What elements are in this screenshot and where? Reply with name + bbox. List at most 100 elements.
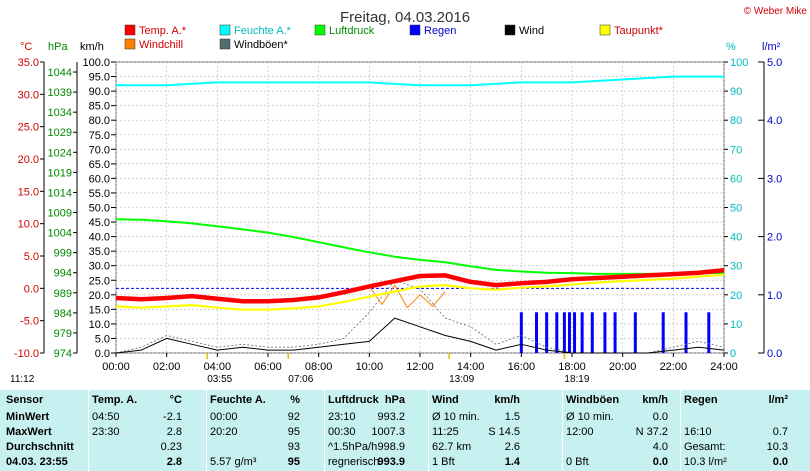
legend-label: Wind [519,25,544,37]
table-cell: 10.3 l/m² [684,456,727,468]
table-header: Feuchte A. [210,394,266,406]
temp-tick: 5.0 [24,251,39,263]
temp-tick: 10.0 [18,219,39,231]
wind-tick: 75.0 [89,130,110,142]
table-cell: 0.23 [160,441,182,453]
pressure-tick: 989 [54,288,72,300]
table-header: Windböen [566,394,620,406]
rain-bar [661,312,665,353]
legend-swatch [219,24,231,36]
pressure-tick: 1034 [48,107,72,119]
table-cell: 23:30 [92,426,120,438]
table-cell: 20:20 [210,426,238,438]
x-tick: 04:00 [204,361,232,373]
wind-tick: 15.0 [89,304,110,316]
table-cell: 1007.3 [371,426,405,438]
table-cell: 93 [287,441,300,453]
humidity-tick: 100 [730,57,748,69]
series-wind [115,317,725,354]
time-marker-label: 18:19 [564,374,589,385]
temp-tick: 35.0 [18,57,39,69]
x-tick: 08:00 [305,361,333,373]
pressure-tick: 1009 [48,208,72,220]
time-marker-label: 11:12 [10,374,35,385]
time-markers: 11:12 03:55 07:06 13:09 18:19 [10,353,590,385]
humidity-tick: 90 [730,86,742,98]
rain-tick: 1.0 [767,290,782,302]
x-tick: 02:00 [153,361,181,373]
table-cell: 95 [287,426,300,438]
legend-label: Luftdruck [329,25,375,37]
wind-tick: 45.0 [89,217,110,229]
table-header: Temp. A. [92,394,138,406]
pressure-tick: 974 [54,348,72,360]
rain-bar [535,312,539,353]
table-column-separator [562,390,563,471]
series-temp-a [115,267,725,304]
x-tick: 24:00 [710,361,738,373]
wind-tick: 90.0 [89,86,110,98]
legend-swatch [409,24,421,36]
table-cell: 993.9 [377,456,405,468]
wind-tick: 100.0 [82,57,110,69]
table-cell: 4.0 [652,441,668,453]
x-tick: 00:00 [102,361,130,373]
rain-bar [603,312,607,353]
legend-label: Regen [424,25,456,37]
x-tick: 12:00 [406,361,434,373]
rain-tick: 0.0 [767,348,782,360]
rain-bar [562,312,566,353]
table-header: °C [169,394,182,406]
wind-tick: 80.0 [89,115,110,127]
humidity-tick: 0 [730,348,736,360]
legend-label: Feuchte A.* [234,25,292,37]
rain-bar [684,312,688,353]
table-cell: ^1.5hPa/h [328,441,378,453]
series-luftdruck [115,218,725,275]
temp-tick: 15.0 [18,186,39,198]
pressure-tick: 994 [54,268,72,280]
humidity-tick: 30 [730,261,742,273]
x-tick: 16:00 [508,361,536,373]
table-cell: 2.6 [504,441,520,453]
rain-bar [567,312,571,353]
x-tick: 10:00 [356,361,384,373]
pressure-tick: 1019 [48,167,72,179]
table-cell: 62.7 km [432,441,472,453]
table-cell: 00:00 [210,411,238,423]
rain-bar [590,312,594,353]
wind-tick: 95.0 [89,72,110,84]
table-cell: 10.3 [766,441,788,453]
legend-swatch [504,24,516,36]
table-cell: regnerisch [328,456,380,468]
rain-bar [580,312,584,353]
humidity-tick: 40 [730,232,742,244]
rain-bar [633,312,637,353]
temp-tick: -10.0 [14,348,39,360]
rain-bar [613,312,617,353]
table-cell: 5.57 g/m³ [210,456,257,468]
table-row-label: 04.03. 23:55 [6,456,68,468]
humidity-unit-label: % [726,41,736,53]
temp-unit-label: °C [20,41,32,53]
table-header: Luftdruck [328,394,379,406]
table-header: hPa [384,394,405,406]
plot-series [115,75,725,354]
table-cell: 998.9 [377,441,405,453]
table-column-separator [88,390,89,471]
table-cell: 95 [287,456,300,468]
series-windchill [368,284,446,309]
legend-swatch [219,38,231,50]
legend-label: Temp. A.* [139,25,187,37]
wind-tick: 85.0 [89,101,110,113]
table-header: km/h [642,394,668,406]
wind-tick: 10.0 [89,319,110,331]
table-cell: 2.8 [166,456,182,468]
table-column-separator [206,390,207,471]
wind-tick: 60.0 [89,173,110,185]
table-cell: 16:10 [684,426,712,438]
wind-tick: 40.0 [89,232,110,244]
table-cell: N 37.2 [635,426,668,438]
x-tick: 20:00 [609,361,637,373]
legend-swatch [124,24,136,36]
